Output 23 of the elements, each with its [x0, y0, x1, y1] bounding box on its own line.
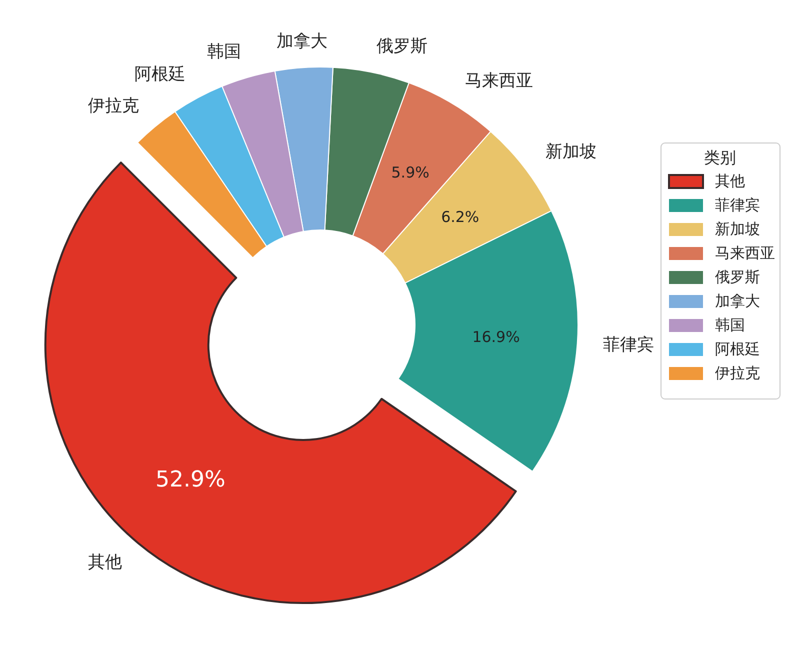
- legend-label: 韩国: [715, 316, 745, 334]
- slice-label: 伊拉克: [88, 96, 140, 116]
- legend-label: 菲律宾: [715, 196, 760, 214]
- legend-title: 类别: [704, 148, 736, 167]
- legend-label: 其他: [715, 172, 745, 190]
- data-label: 5.9%: [391, 163, 430, 182]
- legend-label: 伊拉克: [715, 364, 760, 382]
- slice-label: 俄罗斯: [376, 36, 428, 57]
- legend-label: 阿根廷: [715, 340, 760, 358]
- slice-label: 阿根廷: [134, 64, 186, 85]
- data-label: 6.2%: [441, 208, 480, 226]
- legend-label: 俄罗斯: [715, 268, 760, 286]
- slice-label: 加拿大: [276, 31, 328, 52]
- data-label: 16.9%: [472, 328, 520, 346]
- legend-label: 加拿大: [715, 292, 760, 310]
- slice-label: 马来西亚: [465, 70, 534, 91]
- slice-label: 其他: [88, 552, 122, 573]
- slice-label: 新加坡: [545, 142, 596, 162]
- legend-label: 新加坡: [715, 220, 760, 238]
- legend-label: 马来西亚: [715, 244, 775, 262]
- data-label: 52.9%: [155, 468, 226, 493]
- slice-label: 菲律宾: [603, 335, 654, 356]
- slice-label: 韩国: [206, 42, 241, 62]
